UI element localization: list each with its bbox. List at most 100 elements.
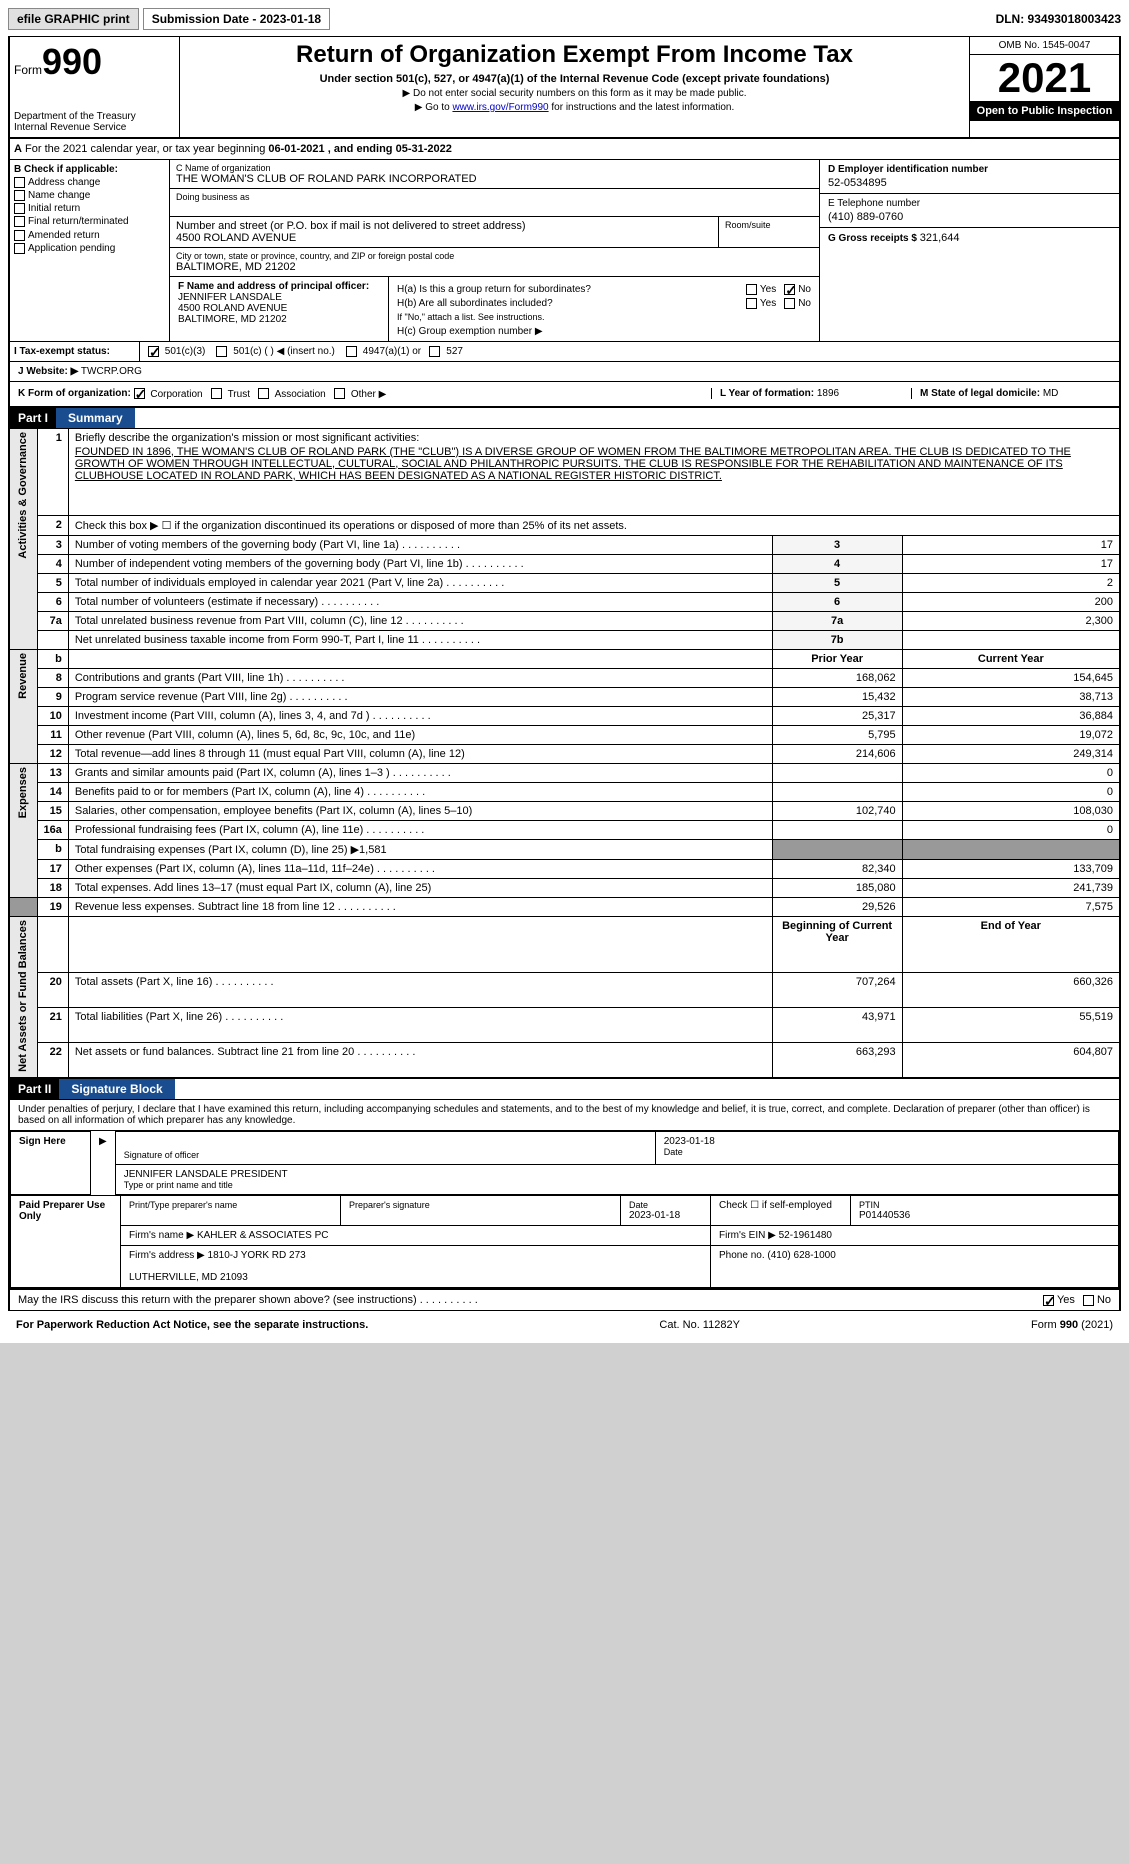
signature-block: Under penalties of perjury, I declare th… xyxy=(8,1100,1121,1290)
line-3: Number of voting members of the governin… xyxy=(68,535,772,554)
form-header: Form990 Department of the Treasury Inter… xyxy=(8,36,1121,139)
b-label: B Check if applicable: xyxy=(14,164,165,175)
col-eoy: End of Year xyxy=(902,916,1120,973)
hc-label: H(c) Group exemption number ▶ xyxy=(397,326,811,337)
row-k: K Form of organization: Corporation Trus… xyxy=(8,382,1121,407)
hb-yes[interactable]: Yes xyxy=(746,298,776,309)
chk-association[interactable]: Association xyxy=(258,389,325,400)
side-expenses: Expenses xyxy=(9,763,37,897)
chk-address-change[interactable]: Address change xyxy=(14,177,165,188)
paperwork-notice: For Paperwork Reduction Act Notice, see … xyxy=(16,1319,368,1331)
form-subtitle: Under section 501(c), 527, or 4947(a)(1)… xyxy=(184,73,965,85)
line-15: Salaries, other compensation, employee b… xyxy=(68,801,772,820)
state-domicile: M State of legal domicile: MD xyxy=(911,388,1111,399)
i-label: I Tax-exempt status: xyxy=(10,342,140,361)
side-governance: Activities & Governance xyxy=(9,428,37,649)
year-formation: L Year of formation: 1896 xyxy=(711,388,911,399)
ptin: PTINP01440536 xyxy=(851,1196,1119,1226)
address-row: Number and street (or P.O. box if mail i… xyxy=(170,217,819,248)
chk-corporation[interactable]: Corporation xyxy=(134,389,203,400)
chk-501c3[interactable]: 501(c)(3) xyxy=(148,346,205,357)
sig-declaration: Under penalties of perjury, I declare th… xyxy=(10,1100,1119,1131)
line-17: Other expenses (Part IX, column (A), lin… xyxy=(68,859,772,878)
privacy-note: ▶ Do not enter social security numbers o… xyxy=(184,88,965,99)
chk-4947[interactable]: 4947(a)(1) or xyxy=(346,346,421,357)
header-mid: Return of Organization Exempt From Incom… xyxy=(180,37,969,137)
firm-ein: Firm's EIN ▶ 52-1961480 xyxy=(711,1226,1119,1246)
header-left: Form990 Department of the Treasury Inter… xyxy=(10,37,180,137)
line-4: Number of independent voting members of … xyxy=(68,554,772,573)
line-19: Revenue less expenses. Subtract line 18 … xyxy=(68,897,772,916)
self-employed[interactable]: Check ☐ if self-employed xyxy=(711,1196,851,1226)
line-10: Investment income (Part VIII, column (A)… xyxy=(68,706,772,725)
submission-date: Submission Date - 2023-01-18 xyxy=(143,8,330,30)
sign-here-label: Sign Here xyxy=(11,1132,91,1195)
chk-amended-return[interactable]: Amended return xyxy=(14,230,165,241)
line-22: Net assets or fund balances. Subtract li… xyxy=(68,1043,772,1079)
col-current-year: Current Year xyxy=(902,649,1120,668)
org-name-row: C Name of organization THE WOMAN'S CLUB … xyxy=(170,160,819,189)
website-label: J Website: ▶ xyxy=(18,366,78,377)
cat-no: Cat. No. 11282Y xyxy=(659,1319,740,1331)
website-value: TWCRP.ORG xyxy=(81,366,142,377)
line-16a: Professional fundraising fees (Part IX, … xyxy=(68,820,772,839)
line-2: Check this box ▶ ☐ if the organization d… xyxy=(68,515,1120,535)
chk-trust[interactable]: Trust xyxy=(211,389,250,400)
form-ref: Form 990 (2021) xyxy=(1031,1319,1113,1331)
hb-no[interactable]: No xyxy=(784,298,811,309)
prep-name: Print/Type preparer's name xyxy=(121,1196,341,1226)
arrow-icon: ▶ xyxy=(91,1132,116,1195)
header-right: OMB No. 1545-0047 2021 Open to Public In… xyxy=(969,37,1119,137)
form-title: Return of Organization Exempt From Incom… xyxy=(184,41,965,69)
chk-527[interactable]: 527 xyxy=(429,346,462,357)
officer-signature[interactable]: Signature of officer xyxy=(115,1132,655,1165)
tax-year: 2021 xyxy=(970,55,1119,101)
line-21: Total liabilities (Part X, line 26) xyxy=(68,1008,772,1043)
line-11: Other revenue (Part VIII, column (A), li… xyxy=(68,725,772,744)
ha-yes[interactable]: Yes xyxy=(746,284,776,295)
discuss-text: May the IRS discuss this return with the… xyxy=(18,1294,478,1306)
irs-link[interactable]: www.irs.gov/Form990 xyxy=(452,102,548,113)
chk-501c[interactable]: 501(c) ( ) ◀ (insert no.) xyxy=(216,346,334,357)
dept-treasury: Department of the Treasury Internal Reve… xyxy=(14,111,175,133)
city-row: City or town, state or province, country… xyxy=(170,248,819,276)
chk-name-change[interactable]: Name change xyxy=(14,190,165,201)
line-18: Total expenses. Add lines 13–17 (must eq… xyxy=(68,878,772,897)
section-c: C Name of organization THE WOMAN'S CLUB … xyxy=(170,160,819,341)
section-deg: D Employer identification number 52-0534… xyxy=(819,160,1119,341)
preparer-table: Paid Preparer Use Only Print/Type prepar… xyxy=(10,1195,1119,1288)
form-page: efile GRAPHIC print Submission Date - 20… xyxy=(0,0,1129,1343)
discuss-row: May the IRS discuss this return with the… xyxy=(8,1290,1121,1311)
section-f: F Name and address of principal officer:… xyxy=(170,277,389,341)
line-13: Grants and similar amounts paid (Part IX… xyxy=(68,763,772,782)
col-prior-year: Prior Year xyxy=(772,649,902,668)
section-fh: F Name and address of principal officer:… xyxy=(170,276,819,341)
chk-other[interactable]: Other ▶ xyxy=(334,389,386,400)
chk-initial-return[interactable]: Initial return xyxy=(14,203,165,214)
efile-print-button[interactable]: efile GRAPHIC print xyxy=(8,8,139,30)
chk-final-return[interactable]: Final return/terminated xyxy=(14,216,165,227)
chk-application-pending[interactable]: Application pending xyxy=(14,243,165,254)
discuss-yes[interactable]: Yes xyxy=(1043,1294,1075,1306)
phone-row: E Telephone number (410) 889-0760 xyxy=(820,194,1119,228)
line-14: Benefits paid to or for members (Part IX… xyxy=(68,782,772,801)
firm-name: Firm's name ▶ KAHLER & ASSOCIATES PC xyxy=(121,1226,711,1246)
col-boy: Beginning of Current Year xyxy=(772,916,902,973)
line-16b: Total fundraising expenses (Part IX, col… xyxy=(68,839,772,859)
line-9: Program service revenue (Part VIII, line… xyxy=(68,687,772,706)
gross-receipts-row: G Gross receipts $ 321,644 xyxy=(820,228,1119,258)
side-net-assets: Net Assets or Fund Balances xyxy=(9,916,37,1078)
dba-row: Doing business as xyxy=(170,189,819,217)
sign-here-table: Sign Here ▶ Signature of officer 2023-01… xyxy=(10,1131,1119,1195)
discuss-no[interactable]: No xyxy=(1083,1294,1111,1306)
sig-date: 2023-01-18 Date xyxy=(655,1132,1118,1165)
ha-no[interactable]: No xyxy=(784,284,811,295)
summary-table: Activities & Governance 1 Briefly descri… xyxy=(8,428,1121,1080)
line-5: Total number of individuals employed in … xyxy=(68,573,772,592)
line-7a: Total unrelated business revenue from Pa… xyxy=(68,611,772,630)
mission-cell: Briefly describe the organization's miss… xyxy=(68,428,1120,515)
instructions-note: ▶ Go to www.irs.gov/Form990 for instruct… xyxy=(184,102,965,113)
line-20: Total assets (Part X, line 16) xyxy=(68,973,772,1008)
section-b: B Check if applicable: Address change Na… xyxy=(10,160,170,341)
omb-number: OMB No. 1545-0047 xyxy=(970,37,1119,55)
